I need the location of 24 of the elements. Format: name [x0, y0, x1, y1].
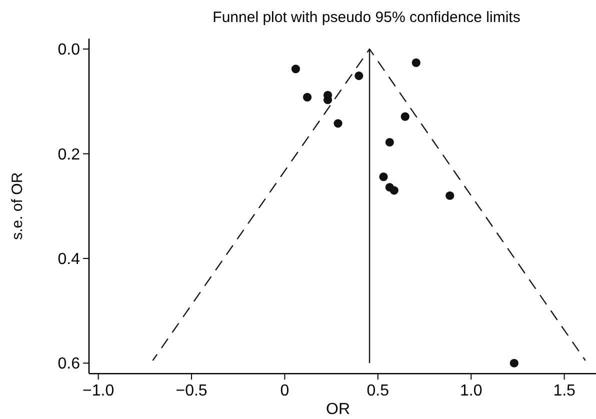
- point: [334, 119, 342, 128]
- point: [400, 112, 410, 121]
- x-tick-label: −1.0: [82, 382, 114, 400]
- x-tick-label: 0: [280, 382, 290, 400]
- y-axis-title: s.e. of OR: [9, 172, 26, 240]
- y-tick-label: 0.4: [58, 251, 80, 268]
- point: [412, 58, 420, 67]
- y-tick-label: 0.6: [58, 356, 80, 373]
- x-tick-label: 1.5: [553, 382, 576, 400]
- point: [302, 92, 312, 102]
- point: [291, 64, 300, 74]
- point: [354, 71, 364, 80]
- point: [510, 358, 518, 368]
- x-axis-title: OR: [326, 401, 350, 418]
- y-tick-label: 0.2: [58, 146, 80, 164]
- x-tick-label: 0.5: [366, 382, 390, 400]
- x-tick-label: −0.5: [176, 382, 208, 400]
- point: [390, 186, 398, 195]
- x-tick-label: 1.0: [460, 382, 482, 400]
- point: [446, 191, 454, 200]
- y-tick-label: 0.0: [58, 42, 80, 59]
- chart-title: Funnel plot with pseudo 95% confidence limits: [212, 9, 520, 26]
- point: [385, 138, 394, 147]
- point: [379, 172, 388, 182]
